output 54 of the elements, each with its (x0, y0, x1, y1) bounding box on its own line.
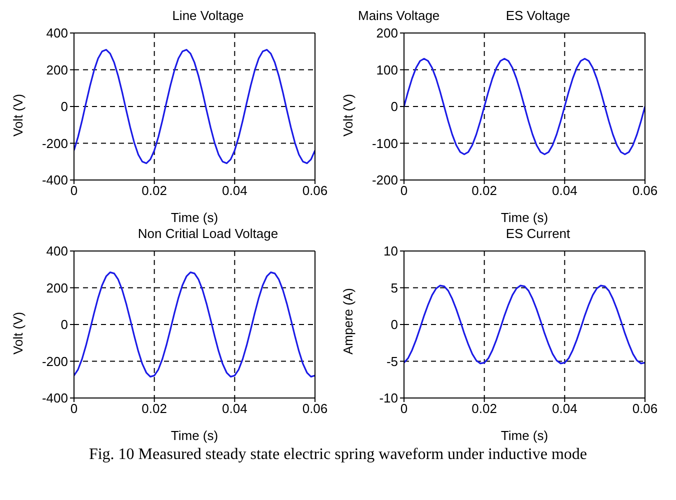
x-axis-title: Time (s) (500, 428, 548, 443)
y-tick-label: 10 (384, 244, 398, 259)
line-series (74, 48, 315, 164)
text: Mains Voltage (358, 8, 440, 23)
x-tick-label: 0.04 (222, 183, 248, 198)
chart-title: Non Critial Load Voltage (136, 226, 280, 241)
y-tick-label: 5 (390, 280, 398, 296)
y-tick-label: -400 (42, 390, 68, 406)
y-tick-label: -400 (42, 172, 68, 188)
caption: Fig. 10 Measured steady state electric spring waveform under inductive mode (88, 446, 588, 464)
y-tick-label: -200 (42, 354, 68, 369)
x-tick-label: 0.02 (472, 401, 497, 416)
chart-title: ES Current (504, 226, 572, 241)
y-tick-label: 0 (390, 317, 398, 332)
y-tick-label: -200 (42, 136, 68, 151)
x-tick-label: 0.04 (552, 183, 578, 198)
x-tick-label: 0 (400, 183, 408, 198)
y-tick-label: -100 (372, 136, 398, 151)
y-tick-label: 200 (46, 280, 68, 296)
x-tick-label: 0.04 (222, 401, 248, 416)
y-tick-label: 400 (46, 26, 68, 41)
y-tick-label: -5 (386, 354, 398, 369)
y-tick-label: 0 (60, 99, 68, 114)
y-tick-label: 400 (46, 244, 68, 259)
x-tick-label: 0.02 (142, 401, 167, 416)
y-tick-label: 200 (46, 62, 68, 78)
line-series (74, 272, 315, 378)
x-tick-label: 0.06 (302, 401, 328, 416)
x-tick-label: 0 (400, 401, 408, 416)
y-axis-title: Volt (V) (10, 94, 26, 136)
x-tick-label: 0 (70, 401, 78, 416)
y-tick-label: -10 (379, 390, 398, 406)
x-axis-title: Time (s) (170, 210, 218, 225)
x-tick-label: 0.06 (302, 183, 328, 198)
chart-title: Line Voltage (171, 8, 245, 23)
chart-title: ES Voltage (506, 8, 570, 23)
x-tick-label: 0.02 (472, 183, 497, 198)
x-tick-label: 0.04 (552, 401, 578, 416)
y-axis-title: Volt (V) (10, 312, 26, 354)
y-tick-label: 0 (390, 99, 398, 114)
y-tick-label: 100 (376, 62, 398, 78)
y-tick-label: 200 (376, 26, 398, 41)
x-tick-label: 0.02 (142, 183, 167, 198)
line-series (404, 58, 645, 156)
x-tick-label: 0.06 (632, 401, 658, 416)
x-axis-title: Time (s) (500, 210, 548, 225)
y-axis-title: Volt (V) (340, 94, 356, 136)
y-tick-label: 0 (60, 317, 68, 332)
x-axis-title: Time (s) (170, 428, 218, 443)
x-tick-label: 0.06 (632, 183, 658, 198)
x-tick-label: 0 (70, 183, 78, 198)
line-series (404, 284, 645, 364)
y-tick-label: -200 (372, 172, 398, 188)
y-axis-title: Ampere (A) (340, 288, 356, 354)
